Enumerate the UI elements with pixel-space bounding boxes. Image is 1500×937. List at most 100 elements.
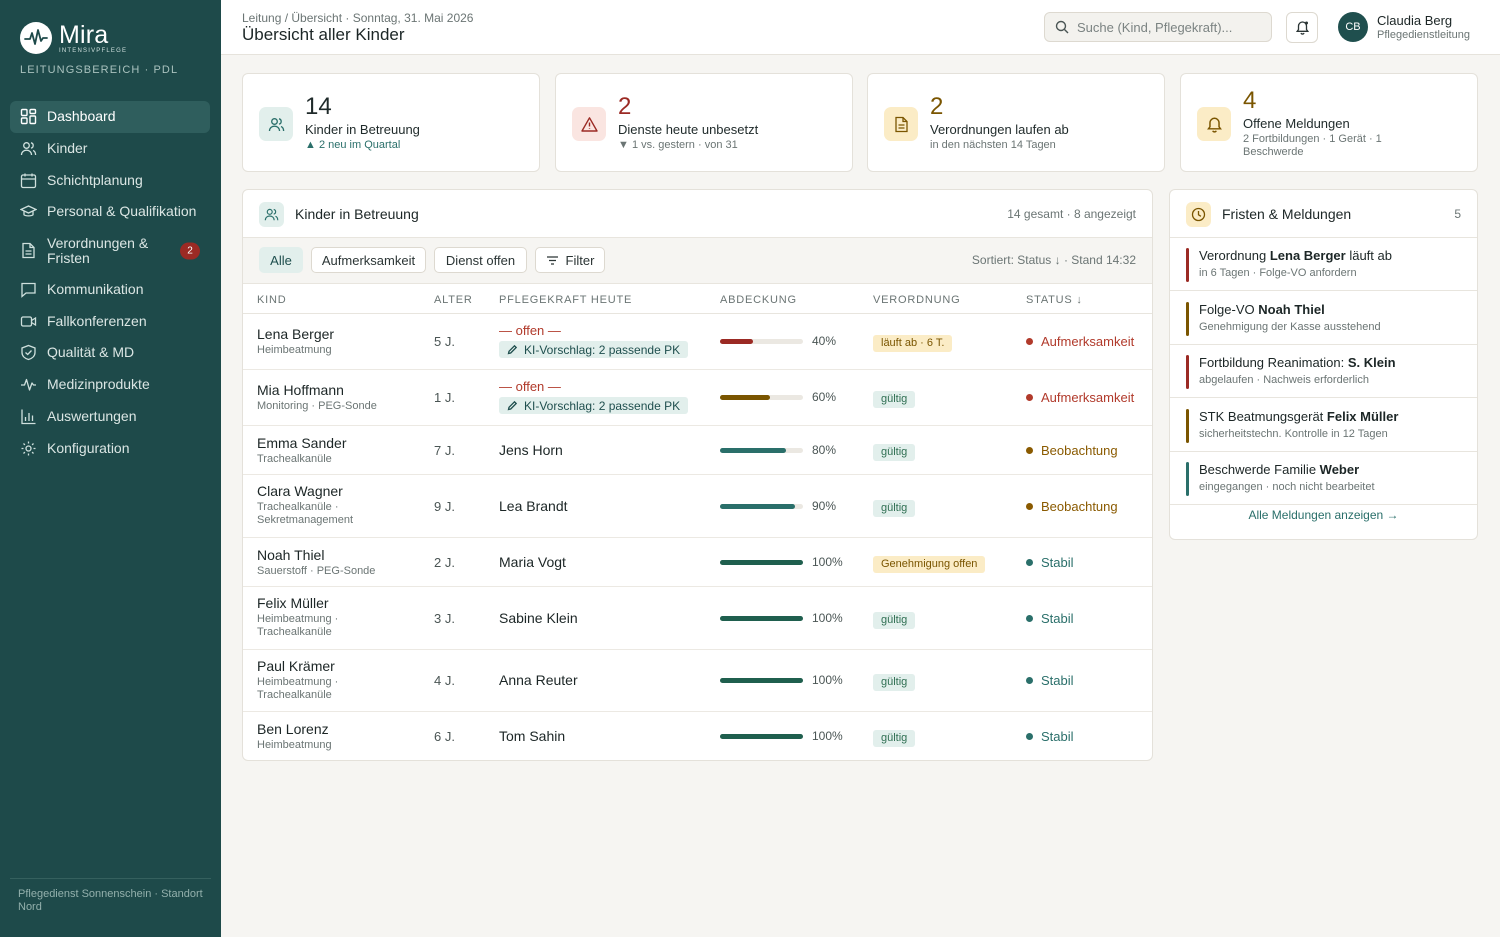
column-header-alter[interactable]: ALTER — [434, 294, 473, 306]
kpi-label: Verordnungen laufen ab — [930, 122, 1069, 137]
sidebar-item-qualitaet[interactable]: Qualität & MD — [10, 337, 210, 369]
filter-chip-alle[interactable]: Alle — [259, 247, 303, 273]
kpi-label: Kinder in Betreuung — [305, 122, 420, 137]
kpi-card-kinder[interactable]: 14 Kinder in Betreuung ▲ 2 neu im Quarta… — [242, 73, 540, 172]
kpi-card-verordnungen[interactable]: 2 Verordnungen laufen ab in den nächsten… — [867, 73, 1165, 172]
coverage-percent: 40% — [812, 334, 837, 348]
kid-age: 3 J. — [434, 610, 455, 626]
table-row[interactable]: Clara Wagner Trachealkanüle · Sekretmanag… — [243, 475, 1152, 538]
kpi-sub: ▲ 2 neu im Quartal — [305, 139, 401, 151]
filter-button[interactable]: Filter — [535, 247, 605, 273]
nurse-name[interactable]: Tom Sahin — [499, 727, 566, 744]
sidebar-item-fallkonferenzen[interactable]: Fallkonferenzen — [10, 305, 210, 337]
sidebar-item-verordnungen[interactable]: Verordnungen & Fristen 2 — [10, 228, 210, 274]
user-name[interactable]: Claudia Berg — [1377, 13, 1453, 28]
fristen-item[interactable]: Verordnung Lena Berger läuft ab in 6 Tage… — [1170, 238, 1477, 291]
nurse-name[interactable]: Jens Horn — [499, 441, 563, 458]
nurse-cell: — offen — KI-Vorschlag: 2 passende PK — [499, 323, 689, 360]
filter-chip-dienst-offen[interactable]: Dienst offen — [434, 247, 527, 273]
fristen-item[interactable]: Folge-VO Noah Thiel Genehmigung der Kasse… — [1170, 292, 1477, 345]
avatar[interactable]: CB — [1338, 12, 1368, 42]
kid-name[interactable]: Ben Lorenz — [257, 720, 329, 737]
kpi-label: Dienste heute unbesetzt — [618, 122, 759, 137]
page-title: Übersicht aller Kinder — [242, 25, 405, 44]
kid-name[interactable]: Clara Wagner — [257, 483, 343, 499]
fristen-title-prefix: Fortbildung Reanimation: — [1199, 355, 1348, 370]
verordnung-badge[interactable]: Genehmigung offen — [873, 555, 986, 573]
fristen-item[interactable]: Fortbildung Reanimation: S. Klein abgelau… — [1170, 345, 1477, 398]
table-row[interactable]: Ben Lorenz Heimbeatmung 6 J. Tom Sahin 100% g… — [243, 712, 1152, 760]
nurse-name[interactable]: Anna Reuter — [499, 672, 578, 688]
sidebar-item-auswertungen[interactable]: Auswertungen — [10, 401, 210, 433]
nurse-name[interactable]: Sabine Klein — [499, 609, 578, 626]
brand[interactable]: Mira INTENSIVPFLEGE — [20, 22, 127, 54]
ai-suggestion-button[interactable]: KI-Vorschlag: 2 passende PK — [499, 397, 689, 414]
table-row[interactable]: Lena Berger Heimbeatmung 5 J. — offen — KI-V… — [243, 314, 1152, 370]
search-input[interactable] — [1077, 19, 1257, 35]
column-header-pflegekraft[interactable]: PFLEGEKRAFT HEUTE — [499, 294, 633, 306]
verordnung-badge[interactable]: gültig — [873, 391, 916, 408]
verordnung-badge[interactable]: gültig — [873, 611, 916, 629]
fristen-title-suffix: läuft ab — [1345, 248, 1392, 263]
kid-name[interactable]: Paul Krämer — [257, 658, 335, 674]
status-label: Aufmerksamkeit — [1041, 334, 1135, 349]
nurse-name[interactable]: Maria Vogt — [499, 553, 566, 570]
nurse-cell: — offen — KI-Vorschlag: 2 passende PK — [499, 379, 689, 416]
filter-icon — [546, 255, 558, 265]
fristen-item[interactable]: STK Beatmungsgerät Felix Müller sicherhei… — [1170, 399, 1477, 452]
show-all-link[interactable]: Alle Meldungen anzeigen → — [1248, 508, 1399, 522]
status-label: Stabil — [1041, 673, 1074, 688]
sort-status[interactable]: Sortiert: Status ↓ · Stand 14:32 — [971, 253, 1136, 267]
kid-age: 6 J. — [434, 728, 455, 744]
fristen-item[interactable]: Beschwerde Familie Weber eingegangen · no… — [1170, 452, 1477, 505]
kid-name[interactable]: Felix Müller — [257, 595, 329, 611]
kpi-card-dienste[interactable]: 2 Dienste heute unbesetzt ▼ 1 vs. gester… — [555, 73, 853, 172]
table-row[interactable]: Felix Müller Heimbeatmung · Trachealkanül… — [243, 587, 1152, 650]
notifications-button[interactable] — [1286, 12, 1318, 43]
panel-title: Kinder in Betreuung — [295, 206, 419, 222]
sidebar-item-konfiguration[interactable]: Konfiguration — [10, 432, 210, 464]
verordnung-badge[interactable]: gültig — [873, 729, 916, 747]
verordnung-badge[interactable]: gültig — [873, 499, 916, 517]
search-box[interactable] — [1044, 12, 1272, 42]
fristen-item-subtitle: abgelaufen · Nachweis erforderlich — [1199, 374, 1369, 386]
sidebar-item-kinder[interactable]: Kinder — [10, 133, 210, 165]
column-header-status[interactable]: STATUS ↓ — [1026, 294, 1083, 306]
kid-name[interactable]: Lena Berger — [257, 326, 335, 342]
chat-icon — [21, 282, 36, 299]
breadcrumb[interactable]: Leitung / Übersicht · Sonntag, 31. Mai 2… — [242, 11, 474, 25]
kid-name[interactable]: Mia Hoffmann — [257, 382, 344, 398]
ai-suggestion-button[interactable]: KI-Vorschlag: 2 passende PK — [499, 341, 689, 358]
sidebar-item-medizinprodukte[interactable]: Medizinprodukte — [10, 369, 210, 401]
verordnung-badge[interactable]: läuft ab · 6 T. — [873, 335, 953, 352]
column-header-abdeckung[interactable]: ABDECKUNG — [720, 294, 797, 306]
table-row[interactable]: Mia Hoffmann Monitoring · PEG-Sonde 1 J. — … — [243, 370, 1152, 426]
status-badge: Stabil — [1026, 555, 1074, 570]
kpi-sub: 2 Fortbildungen · 1 Gerät · 1 Beschwerde — [1243, 133, 1382, 158]
kpi-card-meldungen[interactable]: 4 Offene Meldungen 2 Fortbildungen · 1 G… — [1180, 73, 1478, 172]
column-header-verordnung[interactable]: VERORDNUNG — [873, 294, 961, 306]
sidebar-item-personal[interactable]: Personal & Qualifikation — [10, 196, 210, 228]
kid-name[interactable]: Emma Sander — [257, 434, 347, 451]
status-label: Stabil — [1041, 554, 1074, 570]
sidebar-item-kommunikation[interactable]: Kommunikation — [10, 274, 210, 306]
verordnung-badge[interactable]: gültig — [873, 443, 916, 461]
pulse-icon — [21, 379, 36, 391]
coverage-bar — [720, 559, 803, 565]
coverage-bar-fill — [720, 733, 803, 739]
status-badge: Beobachtung — [1026, 499, 1118, 514]
sidebar-item-label: Konfiguration — [47, 439, 130, 456]
fristen-title-prefix: Verordnung — [1199, 248, 1270, 263]
coverage-percent: 100% — [812, 673, 843, 687]
fristen-title-subject: Felix Müller — [1326, 408, 1399, 424]
table-row[interactable]: Noah Thiel Sauerstoff · PEG-Sonde 2 J. Mari… — [243, 538, 1152, 587]
table-row[interactable]: Paul Krämer Heimbeatmung · Trachealkanüle… — [243, 650, 1152, 712]
verordnung-badge[interactable]: gültig — [873, 674, 916, 691]
sidebar-item-schichtplanung[interactable]: Schichtplanung — [10, 164, 210, 196]
table-row[interactable]: Emma Sander Trachealkanüle 7 J. Jens Horn 80… — [243, 426, 1152, 475]
nurse-name[interactable]: Lea Brandt — [499, 497, 568, 514]
sidebar-item-dashboard[interactable]: Dashboard — [10, 101, 210, 133]
kid-name[interactable]: Noah Thiel — [257, 546, 325, 563]
filter-chip-aufmerksamkeit[interactable]: Aufmerksamkeit — [311, 247, 426, 273]
column-header-kind[interactable]: KIND — [257, 294, 287, 306]
